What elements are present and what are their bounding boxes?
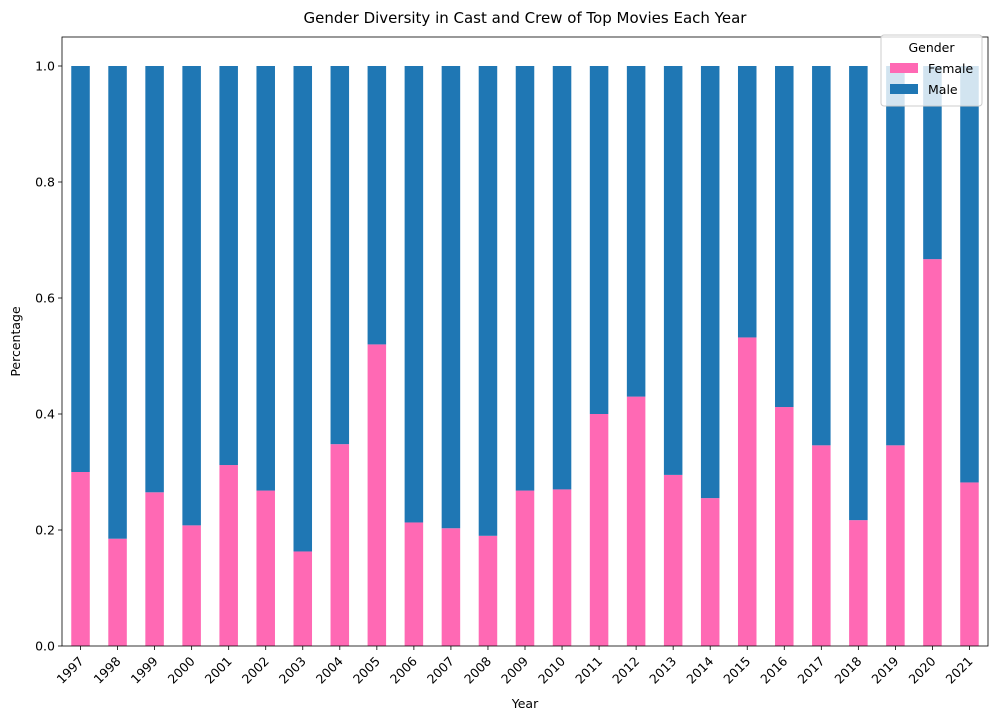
bar-female-2000 (182, 525, 201, 646)
y-tick-label: 0.8 (35, 175, 55, 190)
bar-female-2021 (960, 482, 979, 646)
bar-male-2005 (367, 66, 387, 345)
bar-female-1999 (145, 492, 164, 646)
bar-male-2006 (404, 66, 424, 523)
x-tick-label: 1998 (91, 653, 124, 686)
x-tick-label: 2012 (609, 654, 642, 687)
y-tick-label: 0.0 (35, 639, 55, 654)
x-tick-label: 2005 (350, 654, 383, 687)
x-tick-label: 2016 (757, 653, 790, 686)
y-axis-label: Percentage (8, 306, 23, 377)
bar-female-2007 (441, 528, 461, 646)
bar-female-2009 (515, 490, 535, 646)
bar-male-1999 (145, 66, 164, 493)
x-tick-label: 2009 (498, 653, 531, 686)
x-tick-label: 2000 (165, 653, 198, 686)
x-tick-label: 2007 (424, 654, 457, 687)
x-tick-label: 2008 (461, 653, 494, 686)
legend-label-male: Male (928, 82, 958, 97)
x-tick-label: 2017 (794, 654, 827, 687)
y-tick-label: 0.2 (35, 523, 55, 538)
bar-male-2000 (182, 66, 201, 526)
plot-frame (61, 36, 989, 647)
x-tick-label: 2004 (313, 653, 346, 686)
bar-male-2003 (293, 66, 313, 552)
x-tick-label: 2014 (683, 653, 716, 686)
y-tick-label: 0.6 (35, 291, 55, 306)
x-tick-label: 2019 (868, 653, 901, 686)
x-tick-label: 2006 (387, 653, 420, 686)
bar-male-2015 (737, 66, 757, 338)
bar-male-2001 (219, 66, 238, 466)
bar-male-2014 (700, 66, 720, 499)
bar-male-2008 (478, 66, 498, 536)
bar-male-2017 (812, 66, 831, 446)
bar-female-2006 (404, 522, 424, 646)
bar-female-2019 (886, 445, 905, 646)
bar-female-2004 (330, 444, 350, 646)
x-tick-label: 2013 (646, 654, 679, 687)
x-tick-label: 2021 (942, 654, 975, 687)
x-tick-label: 2015 (720, 654, 753, 687)
bar-female-2003 (293, 551, 313, 646)
bar-female-2018 (849, 520, 868, 646)
bar-female-2002 (256, 490, 275, 646)
x-tick-label: 2003 (276, 654, 309, 687)
x-tick-label: 2010 (535, 653, 568, 686)
bar-female-2014 (700, 498, 720, 646)
bar-male-2016 (775, 66, 794, 408)
bar-female-2017 (812, 445, 831, 646)
x-tick-label: 2018 (831, 653, 864, 686)
bar-male-2007 (441, 66, 461, 529)
legend-label-female: Female (928, 61, 974, 76)
bar-female-2012 (626, 396, 646, 646)
x-tick-label: 1997 (54, 654, 87, 687)
legend-swatch-male (890, 84, 918, 94)
bar-female-2001 (219, 465, 238, 646)
legend: Gender Female Male (880, 34, 983, 107)
bar-female-1997 (71, 472, 90, 646)
bar-male-2018 (849, 66, 868, 521)
y-tick-label: 1.0 (35, 59, 55, 74)
bar-male-2004 (330, 66, 350, 445)
x-axis-label: Year (511, 696, 539, 711)
x-axis-ticks: 1997 1998 1999 2000 2001 2002 2003 2004 2005 2006… (54, 646, 976, 687)
x-tick-label: 2011 (572, 654, 605, 687)
y-tick-label: 0.4 (35, 407, 55, 422)
bar-male-1997 (71, 66, 90, 472)
x-tick-label: 2001 (202, 654, 235, 687)
bar-female-2013 (663, 474, 683, 646)
chart-title: Gender Diversity in Cast and Crew of Top… (304, 9, 748, 27)
legend-entries: Female Male (890, 61, 974, 97)
x-tick-label: 2002 (239, 654, 272, 687)
bar-female-2011 (589, 414, 609, 646)
bar-male-2012 (626, 66, 646, 397)
bar-female-2010 (552, 489, 572, 646)
bar-male-2020 (923, 66, 942, 260)
y-axis-ticks: 0.0 0.2 0.4 0.6 0.8 1.0 (35, 59, 62, 654)
bar-male-2019 (886, 66, 905, 446)
bar-male-2021 (960, 66, 979, 483)
bar-female-2005 (367, 344, 387, 646)
bar-female-2020 (923, 259, 942, 646)
bar-male-1998 (108, 66, 127, 539)
bar-male-2010 (552, 66, 572, 490)
x-tick-label: 2020 (905, 653, 938, 686)
bar-female-2015 (737, 337, 757, 646)
x-tick-label: 1999 (128, 653, 161, 686)
bars-group (71, 66, 979, 646)
legend-swatch-female (890, 63, 918, 73)
bar-male-2009 (515, 66, 535, 491)
bar-female-2008 (478, 535, 498, 646)
legend-title: Gender (908, 40, 955, 55)
bar-female-1998 (108, 538, 127, 646)
bar-male-2002 (256, 66, 275, 491)
bar-male-2011 (589, 66, 609, 414)
bar-male-2013 (663, 66, 683, 475)
bar-female-2016 (775, 407, 794, 646)
